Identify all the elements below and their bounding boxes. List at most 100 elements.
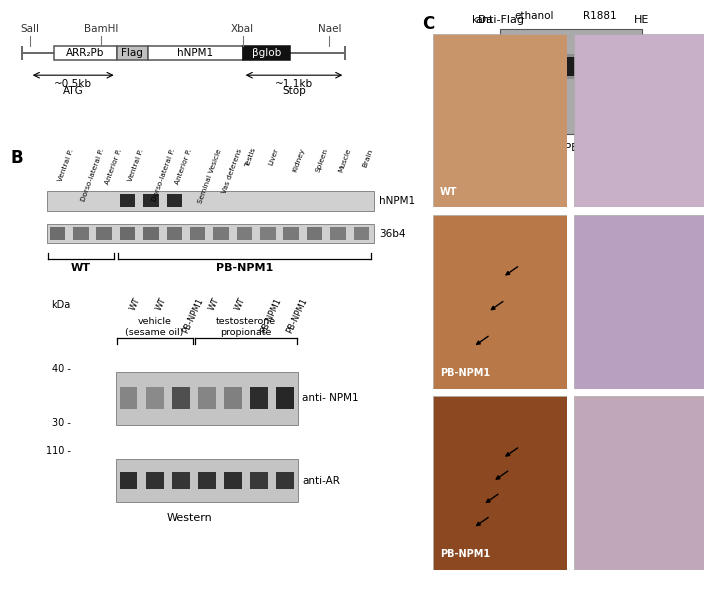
Text: PB-NPM1: PB-NPM1 (216, 263, 273, 273)
Text: BamHI: BamHI (84, 24, 118, 34)
Bar (96, 227, 112, 240)
Text: 36b4: 36b4 (379, 229, 406, 239)
Text: anti- NPM1: anti- NPM1 (302, 393, 359, 403)
Bar (250, 387, 268, 409)
Bar (566, 57, 627, 76)
Bar (277, 472, 294, 489)
Text: 40 -: 40 - (474, 40, 494, 51)
Bar (172, 387, 189, 409)
Bar (54, 46, 117, 60)
Text: WT: WT (439, 187, 457, 197)
Text: WT: WT (129, 296, 142, 312)
Bar (117, 46, 148, 60)
Bar (115, 371, 298, 425)
Bar (143, 227, 158, 240)
Text: PB-NPM1: PB-NPM1 (439, 368, 490, 378)
Bar (277, 387, 294, 409)
Bar (120, 227, 135, 240)
Bar (115, 459, 298, 503)
Bar (143, 194, 158, 207)
Bar (167, 227, 182, 240)
Text: Anterior P.: Anterior P. (175, 148, 193, 185)
Text: R1881: R1881 (583, 11, 617, 21)
Text: WT: WT (155, 296, 168, 312)
Text: kDa: kDa (472, 15, 493, 25)
Bar (307, 227, 322, 240)
Text: anti-Flag: anti-Flag (475, 15, 524, 25)
Bar (148, 46, 243, 60)
Text: Ventral P.: Ventral P. (127, 148, 145, 182)
Bar (237, 227, 252, 240)
Text: 30 -: 30 - (474, 87, 494, 96)
Text: anti-fla: anti-fla (647, 61, 684, 71)
Text: LNCaP/PB-NPM1: LNCaP/PB-NPM1 (529, 143, 612, 153)
Text: PB-NPM1: PB-NPM1 (181, 296, 205, 334)
Text: anti-AR: anti-AR (302, 476, 340, 486)
Text: ~1.1kb: ~1.1kb (275, 79, 313, 89)
Bar (224, 387, 242, 409)
Bar (224, 472, 242, 489)
Text: Western: Western (167, 514, 212, 523)
Bar (120, 194, 135, 207)
Text: ~0.5kb: ~0.5kb (54, 79, 92, 89)
Bar (260, 227, 275, 240)
Bar (172, 472, 189, 489)
Bar (213, 227, 229, 240)
Text: βglob: βglob (252, 48, 281, 58)
Text: WT: WT (233, 296, 247, 312)
Text: Dorso-lateral P.: Dorso-lateral P. (81, 148, 106, 203)
Bar (167, 194, 182, 207)
Bar (250, 472, 268, 489)
Bar (120, 387, 137, 409)
Text: Flag: Flag (121, 48, 144, 58)
Text: ATG: ATG (63, 85, 84, 96)
Bar (198, 387, 216, 409)
Text: Brain: Brain (361, 148, 374, 168)
Text: ARR₂Pb: ARR₂Pb (66, 48, 104, 58)
Bar (47, 224, 375, 243)
Bar (120, 472, 137, 489)
Text: PB-NPM1: PB-NPM1 (259, 296, 283, 334)
Text: WT: WT (207, 296, 220, 312)
Text: WT: WT (71, 263, 91, 273)
Text: testosterone
propionate: testosterone propionate (216, 317, 276, 337)
Bar (146, 387, 163, 409)
Bar (243, 46, 290, 60)
Text: hNPM1: hNPM1 (379, 196, 415, 206)
Text: Spleen: Spleen (315, 148, 329, 173)
Text: Vas deferens: Vas deferens (221, 148, 243, 194)
Text: 110 -: 110 - (46, 447, 70, 456)
Text: Stop: Stop (282, 85, 306, 96)
Text: 40 -: 40 - (52, 364, 70, 374)
Text: PB-NPM1: PB-NPM1 (285, 296, 310, 334)
Text: Muscle: Muscle (338, 148, 352, 174)
Text: ethanol: ethanol (515, 11, 554, 21)
Text: Testis: Testis (244, 148, 257, 169)
Text: Dorso-lateral P.: Dorso-lateral P. (151, 148, 176, 203)
Bar (73, 227, 89, 240)
Text: B: B (11, 149, 23, 168)
Bar (47, 191, 375, 210)
Text: kDa: kDa (51, 300, 70, 310)
Bar (190, 227, 206, 240)
Text: 30 -: 30 - (52, 418, 70, 428)
Bar (353, 227, 369, 240)
Bar (146, 472, 163, 489)
Text: Anterior P.: Anterior P. (104, 148, 122, 185)
Text: Kidney: Kidney (291, 148, 306, 173)
Text: PB-NPM1: PB-NPM1 (439, 550, 490, 559)
Text: Seminal Vesicle: Seminal Vesicle (198, 148, 223, 204)
Text: HE: HE (634, 15, 650, 25)
Bar (559, 54, 634, 79)
Text: SalI: SalI (20, 24, 39, 34)
Text: hNPM1: hNPM1 (177, 48, 213, 58)
Text: Ventral P.: Ventral P. (58, 148, 75, 182)
Bar (330, 227, 346, 240)
Bar (198, 472, 216, 489)
Text: NaeI: NaeI (318, 24, 341, 34)
Bar (501, 29, 642, 134)
Bar (284, 227, 299, 240)
Text: C: C (422, 15, 434, 34)
Text: XbaI: XbaI (231, 24, 254, 34)
Text: vehicle
(sesame oil): vehicle (sesame oil) (125, 317, 184, 337)
